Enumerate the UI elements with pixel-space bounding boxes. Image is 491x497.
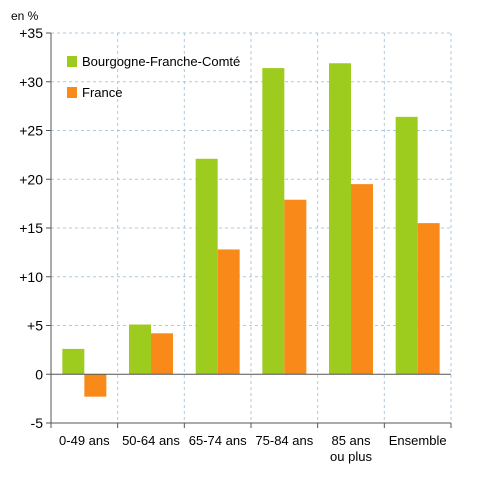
y-tick-label: +10 (19, 269, 43, 285)
bar-france (84, 374, 107, 397)
legend-swatch (67, 56, 77, 67)
y-axis-ticks: +35 +30 +25 +20 +15 +10 +5 0 -5 (19, 25, 51, 431)
x-axis-ticks: 0-49 ans 50-64 ans 65-74 ans 75-84 ans 85 an… (50, 423, 452, 464)
bar-france (151, 333, 173, 375)
y-tick-label: +35 (19, 25, 43, 41)
bar-bfc (329, 63, 351, 375)
bar-bfc (62, 348, 85, 375)
bar-bfc (262, 68, 285, 375)
bar-france (417, 223, 440, 375)
bar-bfc (195, 158, 218, 375)
gridlines (51, 32, 452, 424)
bar-bfc (395, 116, 418, 375)
x-category-label: 0-49 ans (59, 433, 110, 448)
y-tick-label: -5 (31, 415, 44, 431)
y-tick-label: +20 (19, 171, 43, 187)
bar-bfc (129, 324, 151, 375)
x-category-label: ou plus (330, 449, 372, 464)
x-category-label: 75-84 ans (255, 433, 313, 448)
y-tick-label: 0 (35, 366, 43, 382)
y-tick-label: +15 (19, 220, 43, 236)
legend: Bourgogne-Franche-Comté France (67, 54, 240, 100)
x-category-label: Ensemble (389, 433, 447, 448)
y-tick-label: +5 (27, 318, 43, 334)
x-category-label: 65-74 ans (189, 433, 247, 448)
plot-area: +35 +30 +25 +20 +15 +10 +5 0 -5 0-49 ans 50-64 an… (19, 25, 452, 464)
legend-swatch (67, 87, 77, 98)
legend-label: France (82, 85, 122, 100)
bar-france (284, 199, 307, 375)
y-tick-label: +25 (19, 123, 43, 139)
legend-label: Bourgogne-Franche-Comté (82, 54, 240, 69)
bars (62, 63, 440, 397)
x-category-label: 85 ans (331, 433, 371, 448)
bar-france (351, 184, 373, 375)
x-category-label: 50-64 ans (122, 433, 180, 448)
bar-france (217, 249, 240, 375)
y-unit-label: en % (11, 9, 39, 23)
y-tick-label: +30 (19, 74, 43, 90)
